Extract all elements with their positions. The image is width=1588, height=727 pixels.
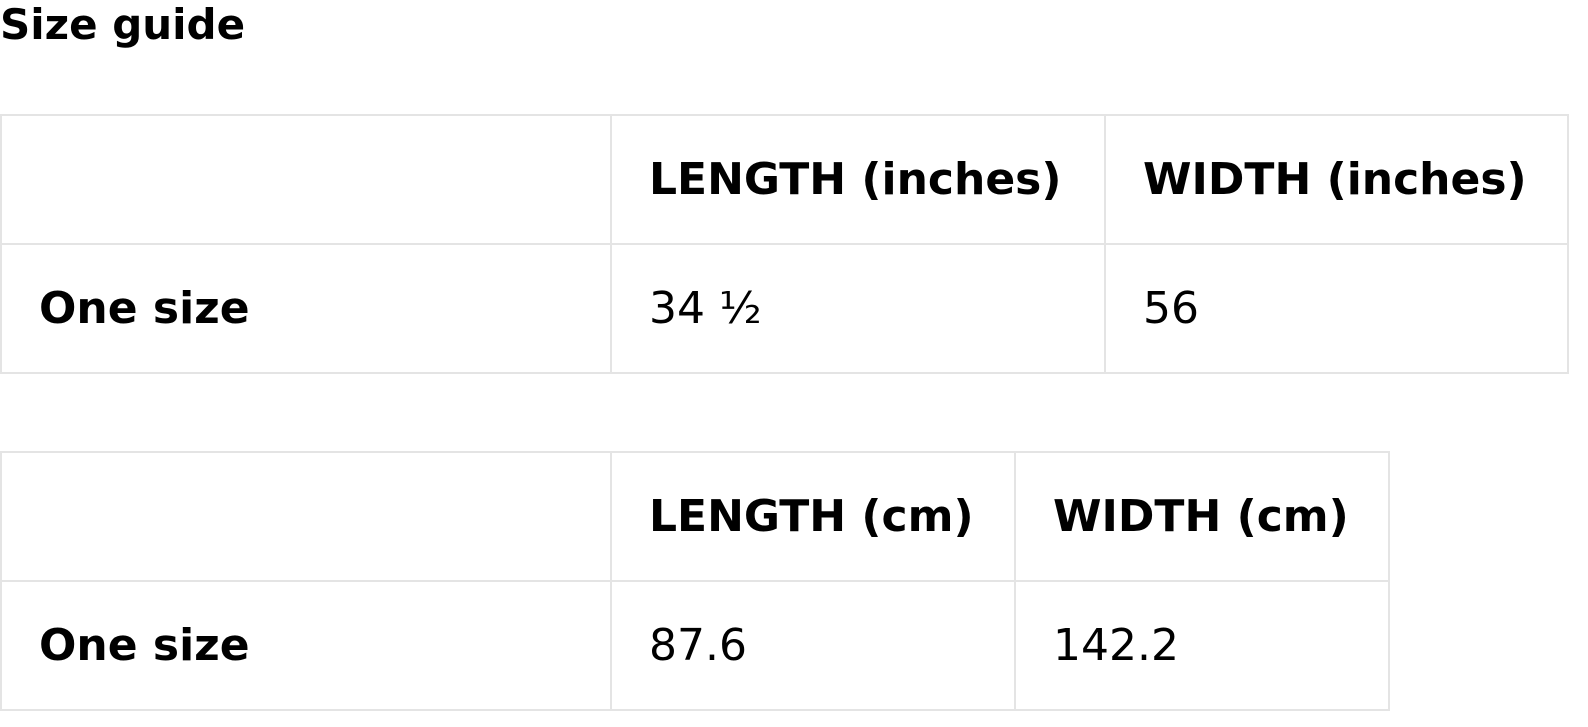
header-length-cm: LENGTH (cm): [610, 451, 1016, 582]
header-cell-empty: [0, 114, 612, 245]
width-value: 142.2: [1014, 580, 1390, 711]
table-header-row: LENGTH (cm) WIDTH (cm): [0, 451, 1390, 582]
page-title: Size guide: [0, 0, 246, 49]
width-value: 56: [1104, 243, 1569, 374]
table-row: One size 87.6 142.2: [0, 580, 1390, 711]
table-row: One size 34 ½ 56: [0, 243, 1569, 374]
header-width-inches: WIDTH (inches): [1104, 114, 1569, 245]
row-label: One size: [0, 243, 612, 374]
table-header-row: LENGTH (inches) WIDTH (inches): [0, 114, 1569, 245]
row-label: One size: [0, 580, 612, 711]
size-table-cm: LENGTH (cm) WIDTH (cm) One size 87.6 142…: [0, 451, 1390, 711]
length-value: 34 ½: [610, 243, 1106, 374]
header-width-cm: WIDTH (cm): [1014, 451, 1390, 582]
header-length-inches: LENGTH (inches): [610, 114, 1106, 245]
length-value: 87.6: [610, 580, 1016, 711]
header-cell-empty: [0, 451, 612, 582]
size-table-inches: LENGTH (inches) WIDTH (inches) One size …: [0, 114, 1569, 374]
